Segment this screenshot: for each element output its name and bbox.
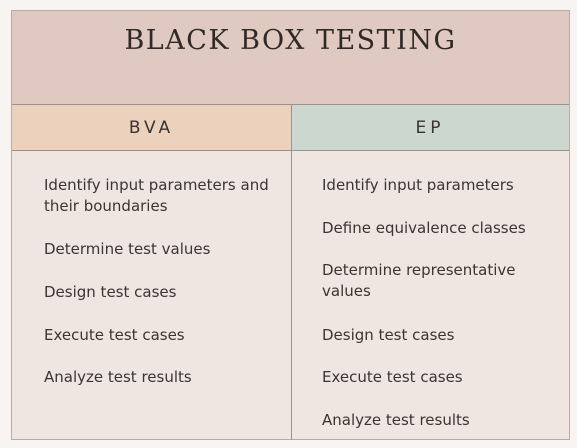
ep-step-6: Analyze test results	[322, 411, 470, 429]
ep-step-5: Execute test cases	[322, 368, 463, 386]
ep-step-1: Identify input parameters	[322, 176, 514, 194]
comparison-card: BLACK BOX TESTING BVA EP Identify input …	[11, 10, 570, 440]
bva-column-header: BVA	[12, 105, 291, 151]
bva-step-3: Design test cases	[44, 283, 177, 301]
ep-step-3: Determine representative values	[322, 261, 516, 300]
ep-step-4: Design test cases	[322, 326, 455, 344]
bva-step-5: Analyze test results	[44, 368, 192, 386]
ep-column-header: EP	[291, 105, 569, 151]
ep-step-2: Define equivalence classes	[322, 219, 526, 237]
title-band: BLACK BOX TESTING	[12, 11, 569, 105]
bva-step-4: Execute test cases	[44, 326, 185, 344]
column-divider	[291, 105, 292, 440]
diagram-title: BLACK BOX TESTING	[124, 25, 457, 56]
bva-step-2: Determine test values	[44, 240, 211, 258]
bva-step-1: Identify input parameters and their boun…	[44, 176, 269, 215]
